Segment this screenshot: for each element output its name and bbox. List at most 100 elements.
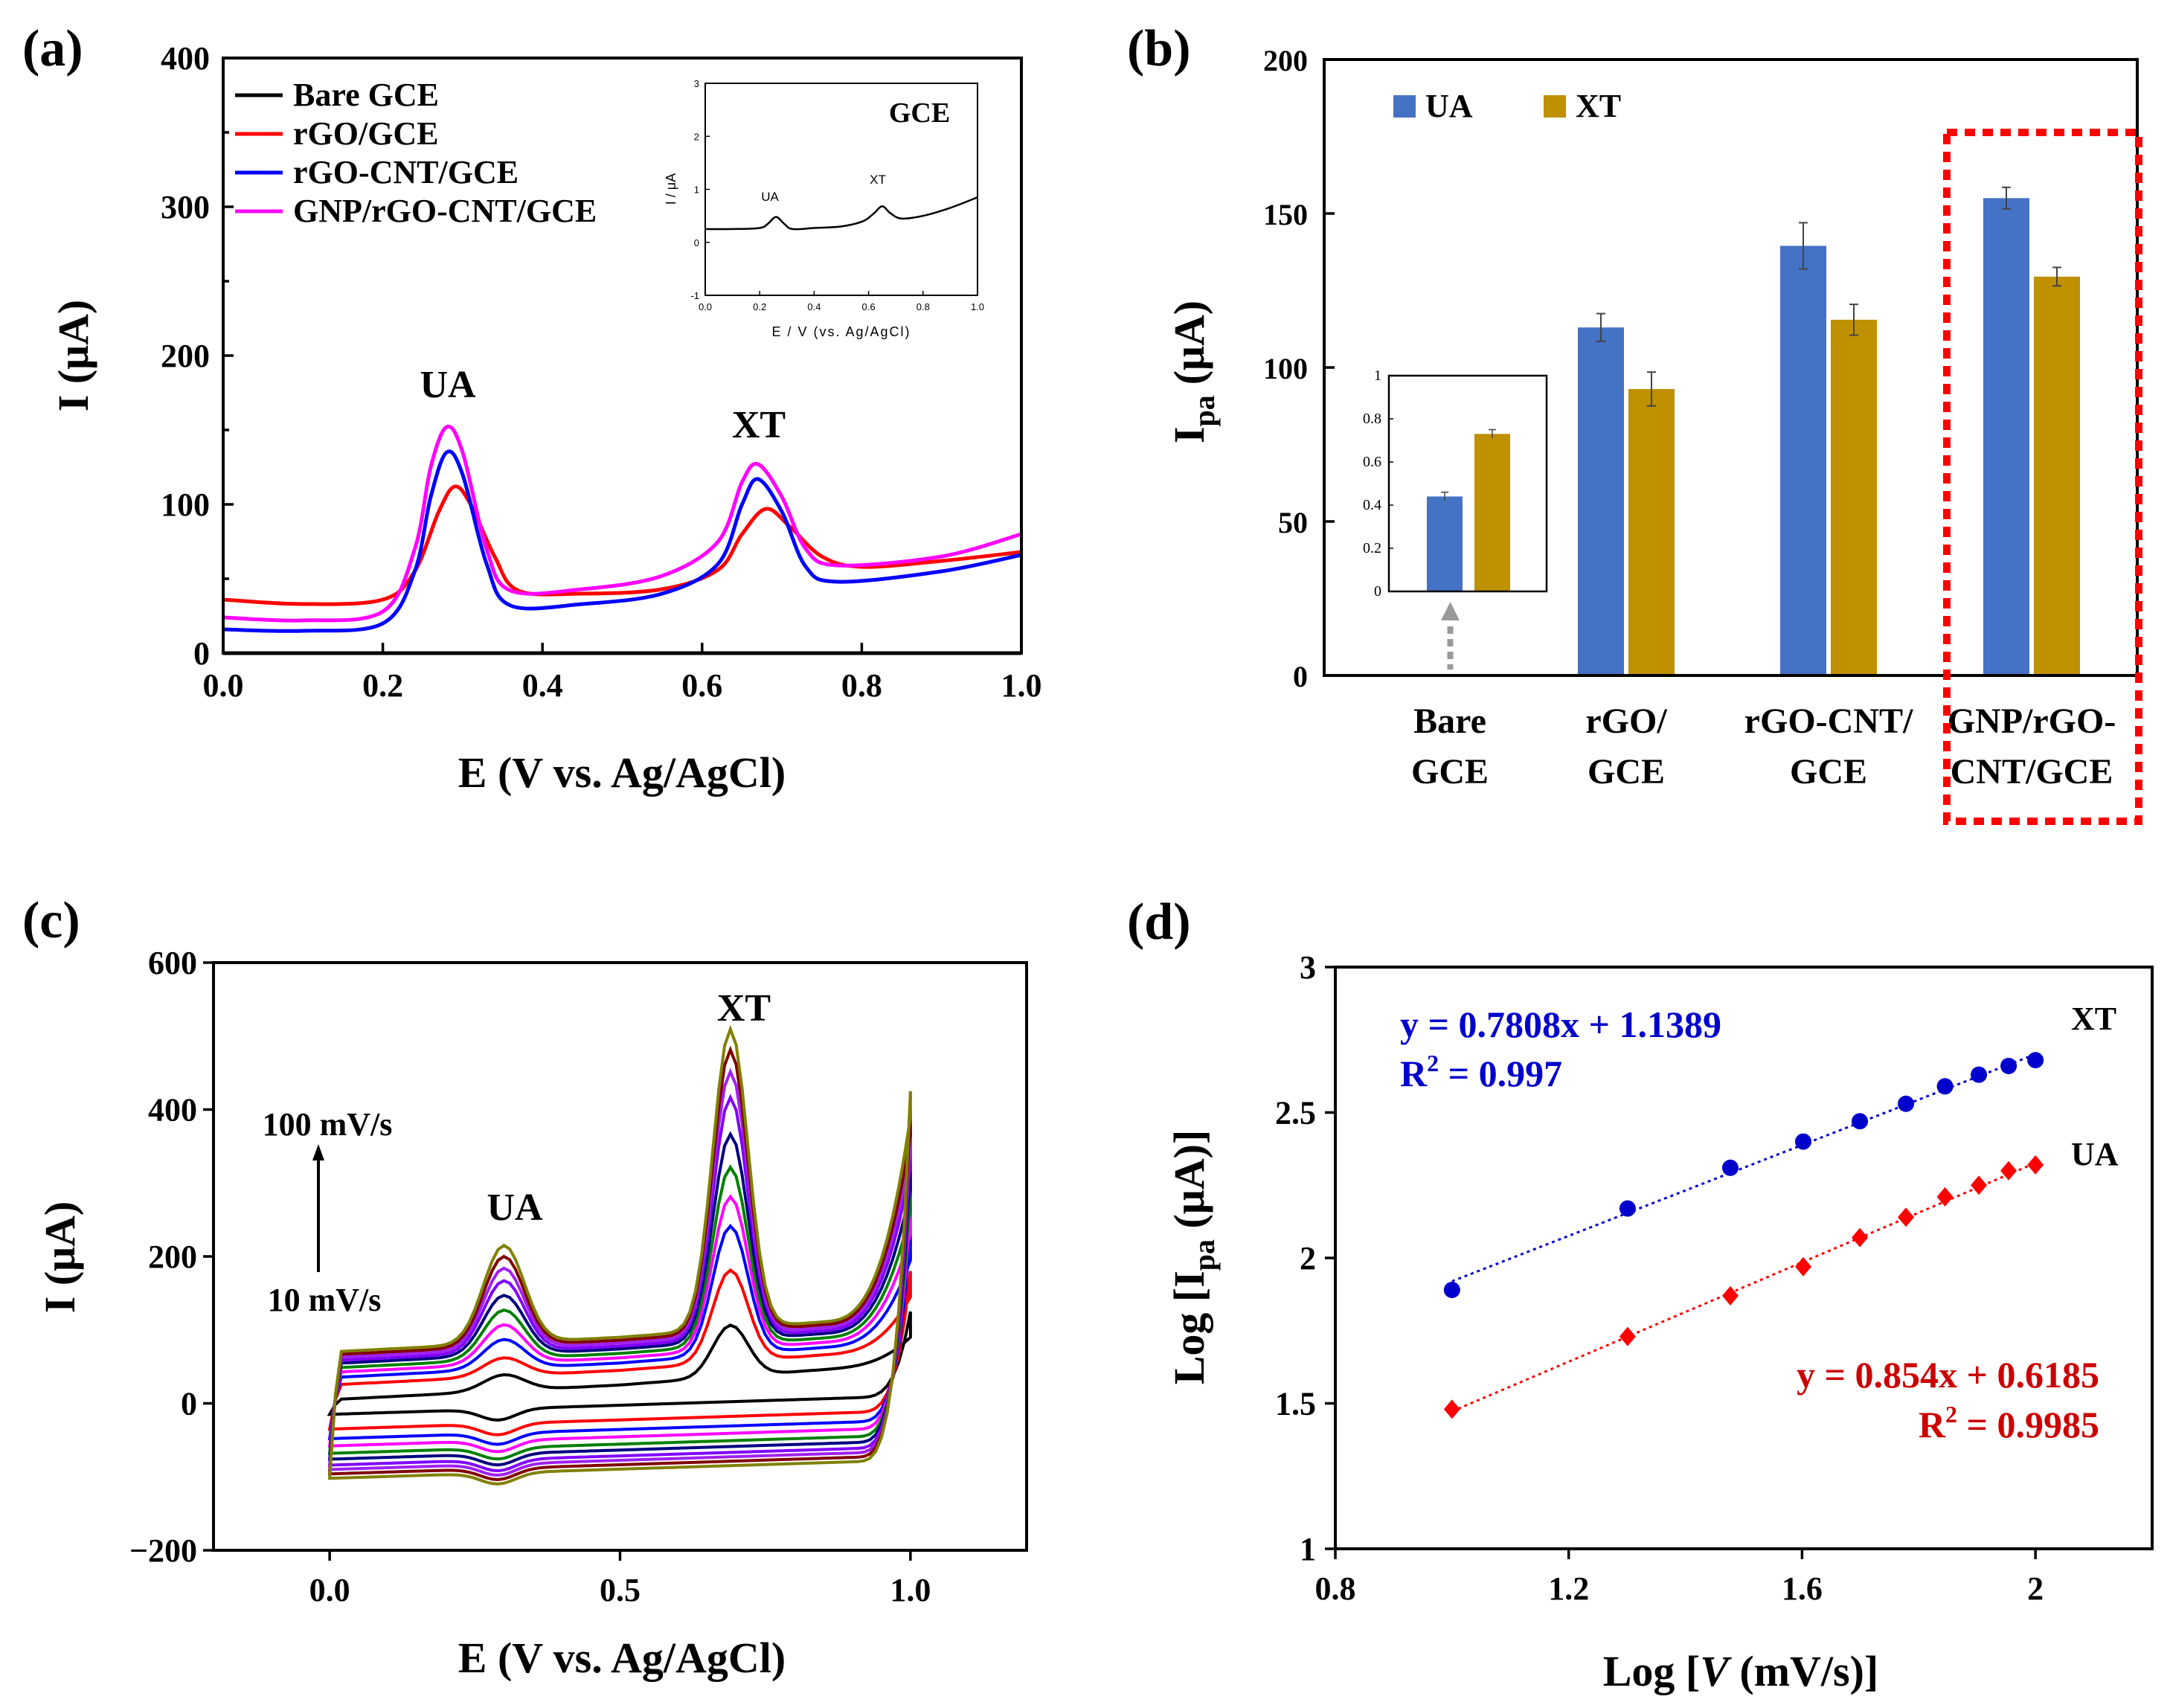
panel-d-point-xt [1794,1133,1811,1150]
panel-b-ticks: Bare GCE rGO/GCE rGO-CNT/GCE GNP/rGO- CNT/GCE… [1263,44,2116,792]
panel-b-label: (b) [1127,20,1191,77]
panel-d-y-tick-label: 1 [1300,1531,1316,1567]
panel-d-point-ua [1443,1399,1460,1419]
panel-b-inset-ticks: 0 0.2 0.4 0.6 0.8 1 [1363,367,1393,600]
panel-a-line-rgo-cnt-gce [222,449,1022,633]
panel-c-y-tick-label: 0 [181,1386,197,1422]
panel-b-bar-xt [1628,388,1675,675]
panel-d-point-xt [1852,1113,1869,1130]
panel-a-line-gnp-rgo-cnt-gce [222,424,1022,623]
panel-d: (d) 0.8 1.2 1.6 2 1 1.5 2 2.5 3 Log [V (mV/s)] L… [1127,893,2154,1695]
panel-b-inset-arrow-head [1441,602,1460,620]
legend-label-xt: XT [1576,88,1621,124]
panel-a-inset-title: GCE [889,97,950,129]
panel-d-point-ua [1794,1256,1811,1277]
panel-b-inset-bar-ua [1427,496,1463,591]
panel-d-x-tick-label: 0.8 [1315,1570,1356,1607]
panel-c-ticks: 0.0 0.5 1.0 −200 0 200 400 600 [129,945,931,1608]
panel-a-inset-x-tick-label: 1.0 [971,301,984,312]
panel-b-highlight-box [1943,129,2142,825]
panel-c-cv-curve-90mvs [327,1045,912,1482]
panel-d-x-tick-label: 1.2 [1548,1570,1589,1607]
panel-a-x-tick-label: 0.2 [362,667,403,704]
panel-d-point-ua [1936,1187,1954,1207]
legend-label-rgo-gce: rGO/GCE [293,115,439,152]
panel-d-y-tick-label: 2.5 [1275,1095,1316,1131]
panel-b-plot [1578,186,2080,676]
panel-a-inset-x-tick-label: 0.6 [862,301,876,312]
panel-b-category-label: Bare [1413,702,1486,741]
panel-b-y-tick-label: 0 [1293,660,1308,693]
panel-a-y-tick-label: 300 [161,189,210,225]
panel-a-annotation-ua: UA [420,364,476,406]
panel-c-label: (c) [22,892,80,949]
panel-d-point-ua [1619,1326,1636,1346]
panel-b-category-label: rGO-CNT/ [1744,702,1913,741]
panel-c-x-tick-label: 1.0 [890,1572,931,1608]
panel-a-legend: Bare GCE rGO/GCE rGO-CNT/GCE GNP/rGO-CNT… [235,77,597,229]
panel-b-bar-ua [1780,245,1826,676]
panel-a-ticks: 0.0 0.2 0.4 0.6 0.8 1.0 0 100 200 300 400 [161,40,1042,704]
panel-a-inset-x-tick-label: 0.8 [917,301,930,312]
panel-c-x-tick-label: 0.0 [309,1572,350,1608]
panel-b-category-label: GCE [1411,752,1489,792]
panel-a-inset-x-label: E / V (vs. Ag/AgCl) [771,324,911,339]
panel-c-cv-curve-50mvs [327,1164,912,1461]
panel-a-line-rgo-gce [222,484,1022,606]
panel-b-category-label: GCE [1790,752,1867,792]
panel-d-point-ua [2027,1155,2044,1175]
panel-d-point-ua [1852,1227,1869,1248]
legend-label-ua: UA [1425,88,1473,124]
panel-d-y-tick-label: 2 [1300,1240,1316,1277]
panel-b-axes-frame [1323,58,2139,677]
panel-a-x-tick-label: 1.0 [1001,667,1042,704]
panel-b-inset-y-tick-label: 0.2 [1363,540,1381,556]
panel-b-bar-xt [2034,276,2080,675]
panel-a-inset-y-tick-label: 1 [694,184,699,196]
panel-a-inset-y-tick-label: 3 [694,78,699,89]
panel-d-point-xt [1971,1066,1988,1083]
panel-a-x-tick-label: 0.8 [841,667,882,704]
panel-c-plot [327,1024,912,1486]
panel-c-annotation-100mvs: 100 mV/s [263,1106,393,1143]
panel-a-y-tick-label: 400 [161,40,210,77]
panel-b-y-tick-label: 50 [1278,506,1308,539]
panel-b-y-tick-label: 100 [1263,352,1308,385]
panel-b-inset: 0 0.2 0.4 0.6 0.8 1 [1363,367,1548,670]
panel-a: (a) 0.0 0.2 0.4 0.6 0.8 1.0 0 100 200 300 400 E (V… [22,20,1042,797]
panel-b-category-label: GCE [1588,752,1665,792]
panel-d-point-xt [1936,1078,1954,1095]
panel-b-category-label: rGO/ [1585,702,1667,741]
panel-b-inset-frame [1387,374,1548,593]
panel-d-label: (d) [1127,893,1191,951]
panel-c-cv-curve-60mvs [327,1131,912,1467]
panel-a-inset-x-tick-label: 0.0 [699,301,712,312]
panel-b-legend: UA XT [1393,88,1621,124]
panel-d-point-xt [1443,1282,1460,1299]
panel-d-xt-r2: R2 = 0.997 [1400,1050,1562,1094]
panel-d-point-xt [1619,1200,1636,1217]
panel-d-point-xt [1721,1159,1739,1176]
panel-a-inset-annotation-ua: UA [761,190,779,204]
panel-d-x-tick-label: 1.6 [1782,1570,1823,1607]
panel-b-inset-plot [1427,428,1510,591]
panel-a-inset-y-tick-label: -1 [690,290,699,301]
panel-d-fit-line-ua [1451,1161,2036,1413]
panel-d-point-ua [1971,1175,1988,1195]
legend-label-gnp-rgo-cnt-gce: GNP/rGO-CNT/GCE [293,193,597,229]
panel-c: (c) 0.0 0.5 1.0 −200 0 200 400 600 E (V vs. Ag/… [22,892,1028,1682]
panel-c-annotation-10mvs: 10 mV/s [268,1282,382,1318]
panel-c-y-tick-label: 200 [148,1239,197,1275]
panel-d-ticks: 0.8 1.2 1.6 2 1 1.5 2 2.5 3 [1275,949,2044,1607]
panel-b-inset-y-tick-label: 0.6 [1363,454,1381,470]
panel-b-y-label-sub: pa [1187,395,1221,426]
panel-c-annotation-ua: UA [487,1187,543,1229]
panel-c-scan-rate-arrow-head [312,1144,324,1160]
panel-d-ua-equation: y = 0.854x + 0.6185 [1797,1354,2099,1396]
panel-a-axes-frame [222,57,1023,655]
legend-swatch-ua [1393,95,1416,118]
panel-a-y-tick-label: 100 [161,487,210,523]
panel-d-y-axis-label: Log [Ipa (μA)] [1165,1130,1221,1385]
panel-b: (b) Bare GCE rGO/GCE rGO-CNT/GCE GNP/rGO- CNT… [1127,20,2142,825]
